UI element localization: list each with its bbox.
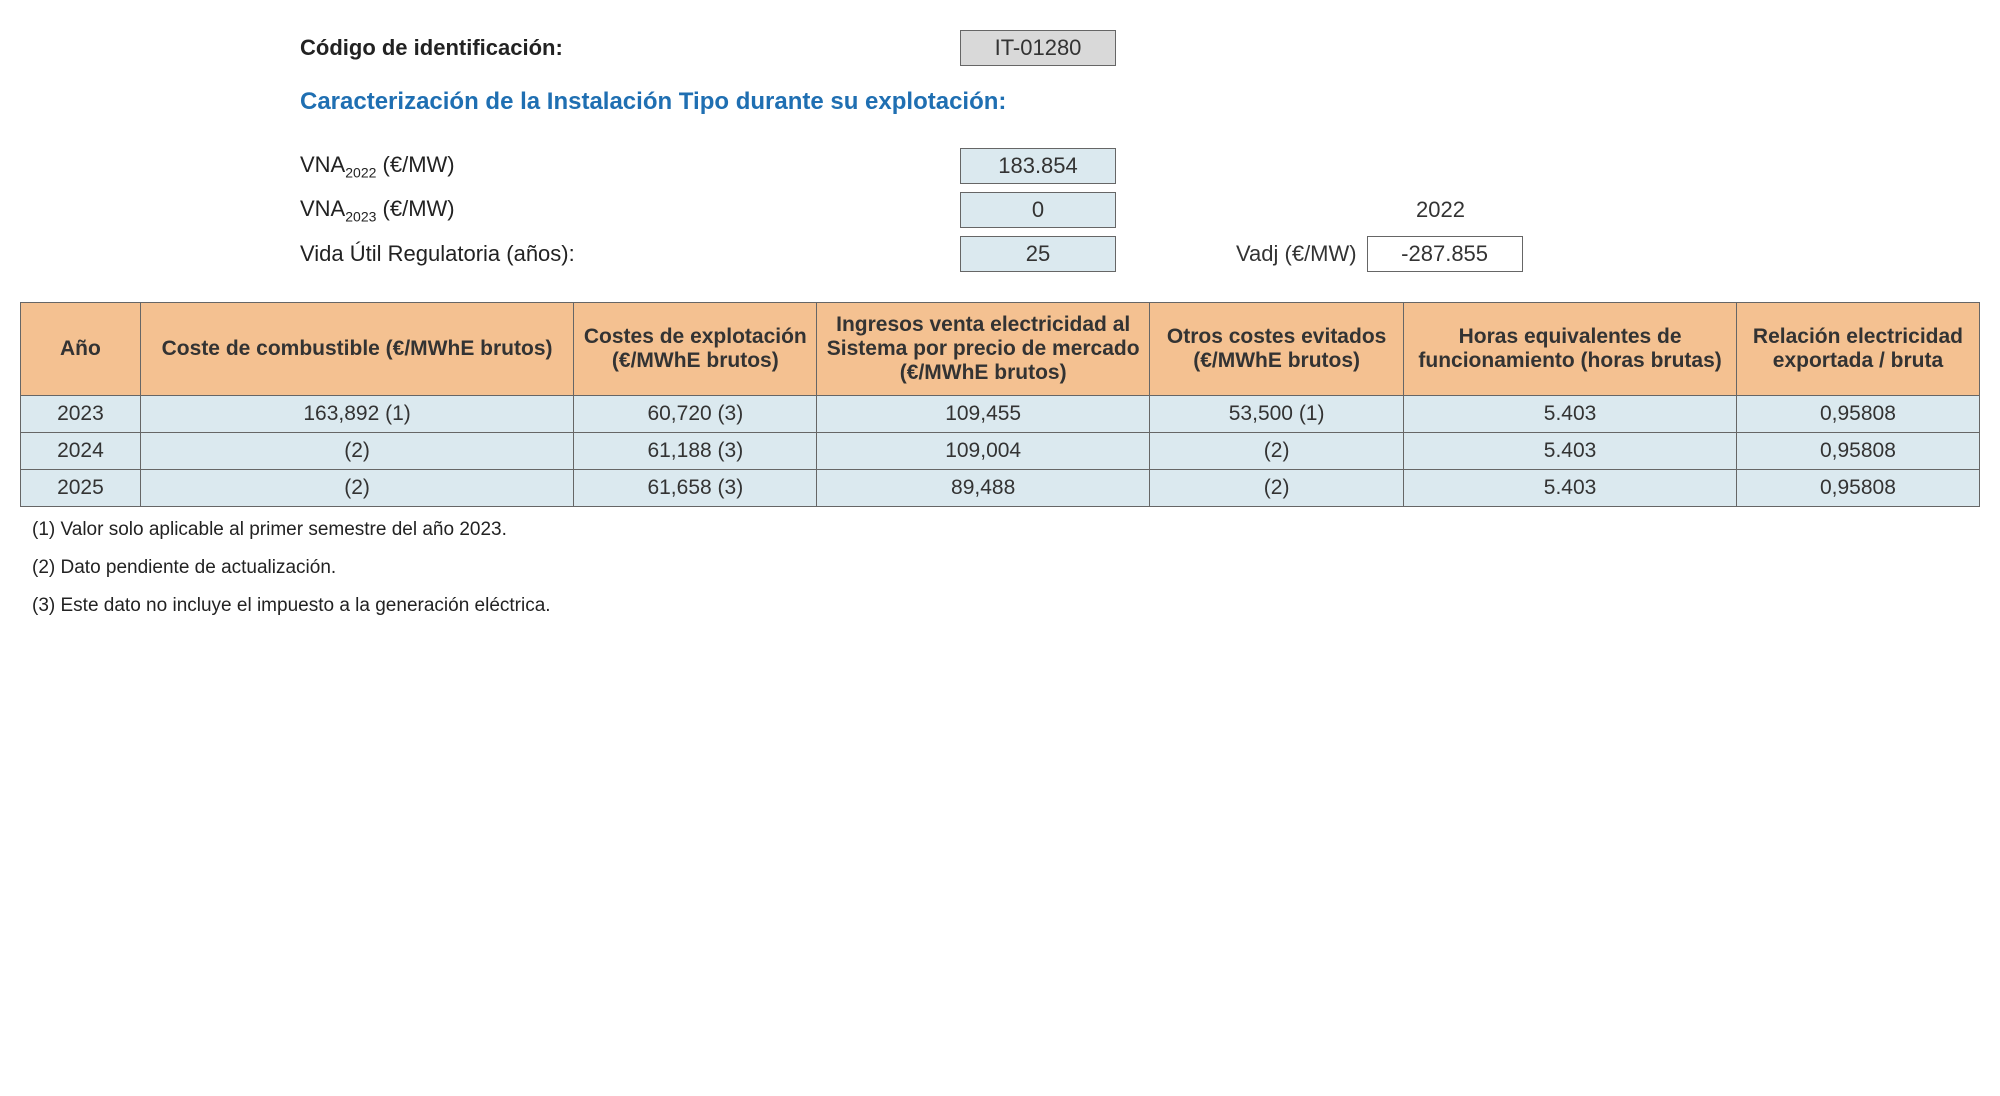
vadj-group: Vadj (€/MW) -287.855 bbox=[1236, 236, 1523, 272]
header-area: Código de identificación: IT-01280 Carac… bbox=[300, 30, 1980, 272]
cell-hours: 5.403 bbox=[1404, 470, 1737, 507]
cell-rev: 89,488 bbox=[817, 470, 1150, 507]
section-title: Caracterización de la Instalación Tipo d… bbox=[300, 88, 1006, 116]
vna2022-label: VNA2022 (€/MW) bbox=[300, 152, 960, 180]
cell-year: 2023 bbox=[21, 396, 141, 433]
document-root: Código de identificación: IT-01280 Carac… bbox=[20, 30, 1980, 617]
cell-rel: 0,95808 bbox=[1736, 396, 1979, 433]
vadj-label: Vadj (€/MW) bbox=[1236, 241, 1357, 267]
th-fuel: Coste de combustible (€/MWhE brutos) bbox=[140, 303, 573, 396]
vna2023-label: VNA2023 (€/MW) bbox=[300, 196, 960, 224]
vna2022-row: VNA2022 (€/MW) 183.854 bbox=[300, 148, 1980, 184]
table-header-row: Año Coste de combustible (€/MWhE brutos)… bbox=[21, 303, 1980, 396]
cell-rev: 109,004 bbox=[817, 433, 1150, 470]
th-hours: Horas equivalentes de funcionamiento (ho… bbox=[1404, 303, 1737, 396]
th-other: Otros costes evitados (€/MWhE brutos) bbox=[1150, 303, 1404, 396]
th-year: Año bbox=[21, 303, 141, 396]
cell-fuel: (2) bbox=[140, 470, 573, 507]
vna2023-suffix: (€/MW) bbox=[376, 196, 454, 221]
th-rel: Relación electricidad exportada / bruta bbox=[1736, 303, 1979, 396]
note-1: (1) Valor solo aplicable al primer semes… bbox=[32, 519, 1980, 541]
footnotes: (1) Valor solo aplicable al primer semes… bbox=[20, 519, 1980, 617]
cell-op: 60,720 (3) bbox=[574, 396, 817, 433]
cell-hours: 5.403 bbox=[1404, 433, 1737, 470]
cell-year: 2024 bbox=[21, 433, 141, 470]
cell-fuel: (2) bbox=[140, 433, 573, 470]
cell-other: 53,500 (1) bbox=[1150, 396, 1404, 433]
id-value: IT-01280 bbox=[960, 30, 1116, 66]
table-body: 2023 163,892 (1) 60,720 (3) 109,455 53,5… bbox=[21, 396, 1980, 507]
note-3: (3) Este dato no incluye el impuesto a l… bbox=[32, 595, 1980, 617]
cell-rev: 109,455 bbox=[817, 396, 1150, 433]
vna2023-prefix: VNA bbox=[300, 196, 345, 221]
vna2022-suffix: (€/MW) bbox=[376, 152, 454, 177]
cell-other: (2) bbox=[1150, 433, 1404, 470]
id-label: Código de identificación: bbox=[300, 35, 960, 61]
vna2022-sub: 2022 bbox=[345, 164, 376, 180]
cell-rel: 0,95808 bbox=[1736, 433, 1979, 470]
cell-hours: 5.403 bbox=[1404, 396, 1737, 433]
cell-year: 2025 bbox=[21, 470, 141, 507]
cell-rel: 0,95808 bbox=[1736, 470, 1979, 507]
table-row: 2025 (2) 61,658 (3) 89,488 (2) 5.403 0,9… bbox=[21, 470, 1980, 507]
year-right: 2022 bbox=[1416, 197, 1465, 223]
vadj-value: -287.855 bbox=[1367, 236, 1523, 272]
id-row: Código de identificación: IT-01280 bbox=[300, 30, 1980, 66]
table-row: 2024 (2) 61,188 (3) 109,004 (2) 5.403 0,… bbox=[21, 433, 1980, 470]
vna2023-sub: 2023 bbox=[345, 208, 376, 224]
vna2023-value: 0 bbox=[960, 192, 1116, 228]
th-op: Costes de explotación (€/MWhE brutos) bbox=[574, 303, 817, 396]
vida-row: Vida Útil Regulatoria (años): 25 Vadj (€… bbox=[300, 236, 1980, 272]
cell-op: 61,658 (3) bbox=[574, 470, 817, 507]
vna2022-prefix: VNA bbox=[300, 152, 345, 177]
table-head: Año Coste de combustible (€/MWhE brutos)… bbox=[21, 303, 1980, 396]
vna2022-value: 183.854 bbox=[960, 148, 1116, 184]
cell-other: (2) bbox=[1150, 470, 1404, 507]
cell-op: 61,188 (3) bbox=[574, 433, 817, 470]
section-title-row: Caracterización de la Instalación Tipo d… bbox=[300, 88, 1980, 116]
data-table: Año Coste de combustible (€/MWhE brutos)… bbox=[20, 302, 1980, 507]
vida-label: Vida Útil Regulatoria (años): bbox=[300, 241, 960, 267]
cell-fuel: 163,892 (1) bbox=[140, 396, 573, 433]
vna2023-row: VNA2023 (€/MW) 0 2022 bbox=[300, 192, 1980, 228]
table-row: 2023 163,892 (1) 60,720 (3) 109,455 53,5… bbox=[21, 396, 1980, 433]
vida-value: 25 bbox=[960, 236, 1116, 272]
note-2: (2) Dato pendiente de actualización. bbox=[32, 557, 1980, 579]
th-rev: Ingresos venta electricidad al Sistema p… bbox=[817, 303, 1150, 396]
year-right-group: 2022 bbox=[1236, 197, 1465, 223]
